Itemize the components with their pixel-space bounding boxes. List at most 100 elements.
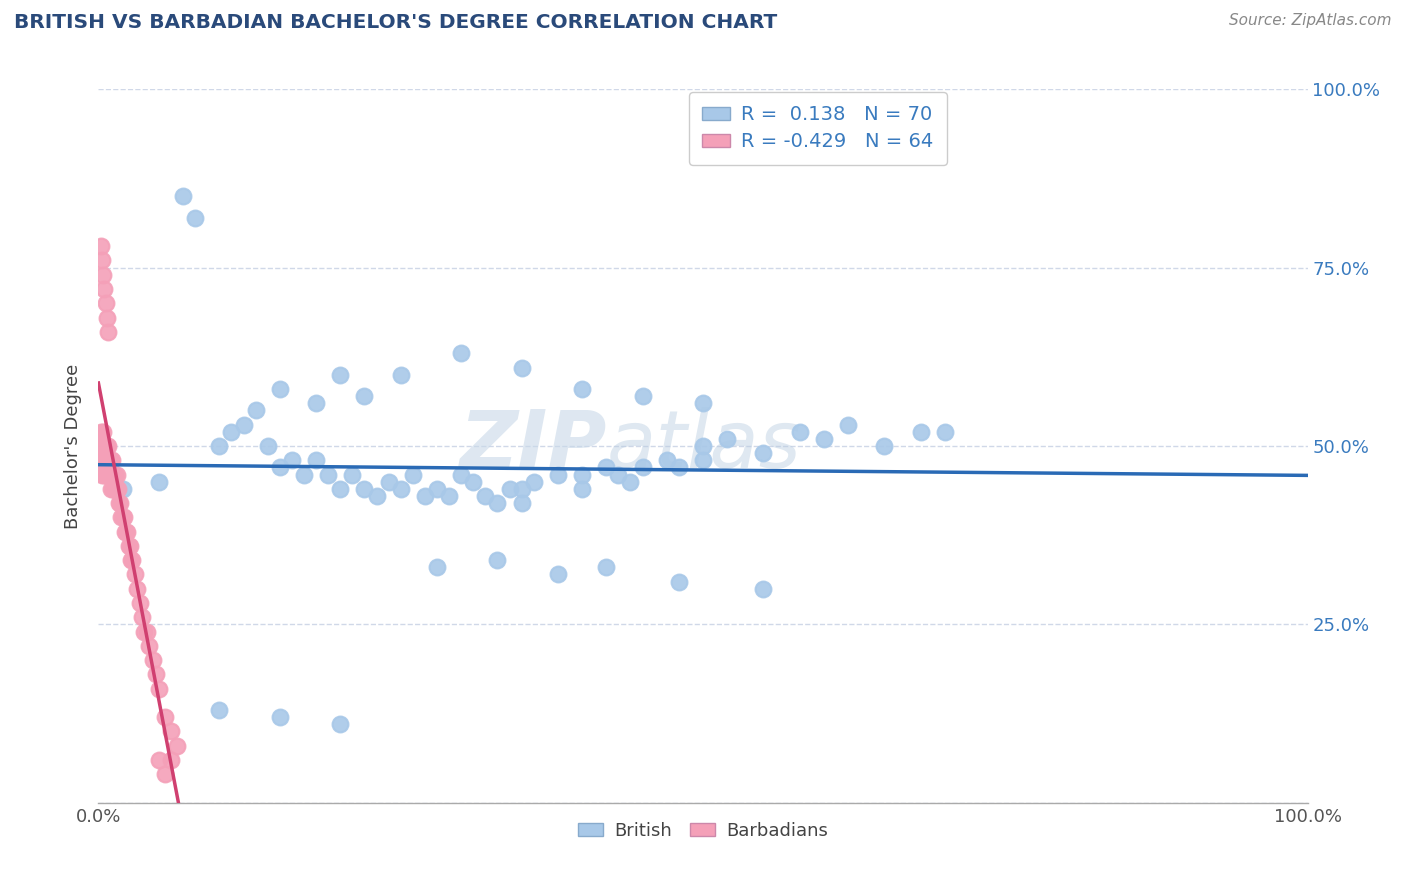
Point (111, 510, 134, 524)
Point (789, 425, 811, 439)
Point (716, 432, 738, 446)
Point (910, 425, 932, 439)
Point (120, 553, 142, 567)
Point (96, 467, 118, 482)
Point (145, 667, 167, 681)
Text: BRITISH VS BARBADIAN BACHELOR'S DEGREE CORRELATION CHART: BRITISH VS BARBADIAN BACHELOR'S DEGREE C… (14, 13, 778, 32)
Point (426, 560, 449, 574)
Point (142, 653, 165, 667)
Point (90, 239, 112, 253)
Point (486, 496, 509, 510)
Point (510, 360, 533, 375)
Point (510, 496, 533, 510)
Point (474, 489, 496, 503)
Point (523, 475, 546, 489)
Point (813, 432, 835, 446)
Point (90, 439, 112, 453)
Point (172, 189, 194, 203)
Point (486, 553, 509, 567)
Point (389, 482, 412, 496)
Point (110, 510, 132, 524)
Point (96, 310, 118, 325)
Point (160, 724, 183, 739)
Point (934, 425, 956, 439)
Point (668, 460, 690, 475)
Point (402, 467, 425, 482)
Point (208, 439, 231, 453)
Point (329, 717, 352, 731)
Point (232, 417, 254, 432)
Point (117, 524, 139, 539)
Point (93, 467, 115, 482)
Point (256, 439, 278, 453)
Point (184, 211, 207, 225)
Point (752, 582, 775, 596)
Point (90, 425, 112, 439)
Point (692, 439, 714, 453)
Point (100, 467, 122, 482)
Point (595, 560, 617, 574)
Point (148, 753, 170, 767)
Point (752, 446, 775, 460)
Point (631, 460, 654, 475)
Point (94, 439, 117, 453)
Point (377, 475, 399, 489)
Point (101, 467, 124, 482)
Point (607, 467, 630, 482)
Point (269, 382, 291, 396)
Point (114, 524, 136, 539)
Point (595, 460, 617, 475)
Point (305, 396, 328, 410)
Text: atlas: atlas (606, 407, 801, 485)
Point (498, 482, 520, 496)
Point (91, 453, 114, 467)
Point (571, 482, 593, 496)
Y-axis label: Bachelor's Degree: Bachelor's Degree (65, 363, 83, 529)
Legend: British, Barbadians: British, Barbadians (571, 815, 835, 847)
Point (655, 453, 678, 467)
Point (269, 710, 291, 724)
Point (118, 539, 141, 553)
Point (93, 439, 115, 453)
Point (510, 482, 533, 496)
Text: Source: ZipAtlas.com: Source: ZipAtlas.com (1229, 13, 1392, 29)
Point (413, 489, 436, 503)
Point (97, 453, 120, 467)
Point (450, 467, 472, 482)
Point (111, 482, 134, 496)
Point (103, 482, 125, 496)
Text: ZIP: ZIP (458, 407, 606, 485)
Point (100, 453, 122, 467)
Point (450, 346, 472, 360)
Point (97, 325, 120, 339)
Point (96, 439, 118, 453)
Point (571, 382, 593, 396)
Point (124, 567, 146, 582)
Point (108, 496, 131, 510)
Point (463, 475, 485, 489)
Point (107, 482, 129, 496)
Point (245, 403, 267, 417)
Point (547, 567, 569, 582)
Point (134, 624, 156, 639)
Point (100, 453, 122, 467)
Point (105, 467, 128, 482)
Point (668, 574, 690, 589)
Point (94, 296, 117, 310)
Point (208, 703, 231, 717)
Point (103, 467, 125, 482)
Point (108, 496, 131, 510)
Point (329, 482, 352, 496)
Point (329, 368, 352, 382)
Point (353, 389, 375, 403)
Point (118, 539, 141, 553)
Point (153, 710, 176, 724)
Point (101, 482, 124, 496)
Point (437, 489, 460, 503)
Point (692, 453, 714, 467)
Point (426, 482, 449, 496)
Point (105, 482, 128, 496)
Point (389, 368, 412, 382)
Point (94, 453, 117, 467)
Point (166, 739, 188, 753)
